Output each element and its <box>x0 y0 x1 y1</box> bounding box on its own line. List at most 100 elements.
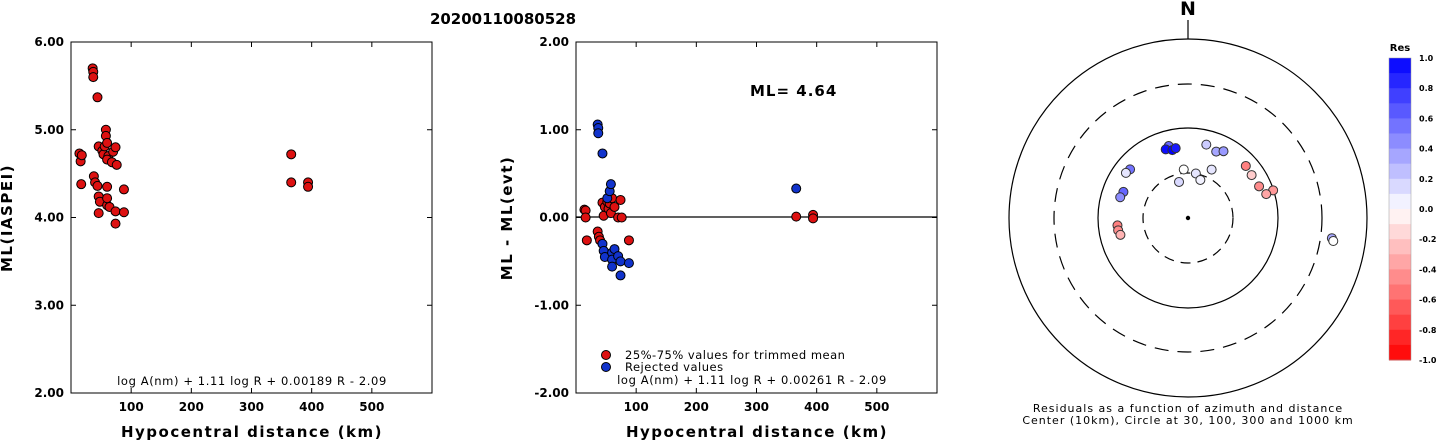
colorbar-cell <box>1389 224 1411 240</box>
ml-point <box>111 159 122 170</box>
colorbar-cell <box>1389 103 1411 119</box>
y-tick-label: 6.00 <box>34 35 64 49</box>
colorbar-cells <box>1389 58 1411 361</box>
y-tick-label: 5.00 <box>34 123 64 137</box>
ml-x-axis-label: Hypocentral distance (km) <box>121 423 383 441</box>
x-tick-label: 300 <box>239 400 264 414</box>
ring-1000km <box>1008 38 1368 398</box>
station-marker <box>1240 160 1251 171</box>
x-tick-label: 200 <box>684 400 709 414</box>
colorbar-cell <box>1389 344 1411 361</box>
y-tick-label: 3.00 <box>34 298 64 312</box>
ml-x-ticks: 100 200 300 400 500 <box>119 42 384 414</box>
ml-plot-frame <box>70 41 433 394</box>
x-tick-label: 500 <box>359 400 384 414</box>
station-marker <box>1115 229 1126 240</box>
residual-y-ticks: -2.00 -1.00 0.00 1.00 2.00 <box>534 35 937 400</box>
ring-300km <box>1053 83 1323 353</box>
colorbar-cell <box>1389 239 1411 255</box>
residual-point <box>808 213 819 224</box>
residual-vs-distance-chart: -2.00 -1.00 0.00 1.00 2.00 100 200 300 400 500 M… <box>498 35 938 441</box>
residual-points <box>579 119 819 281</box>
residual-x-axis-label: Hypocentral distance (km) <box>626 423 888 441</box>
colorbar-tick-label: 0.2 <box>1419 175 1433 184</box>
residual-point <box>593 128 604 139</box>
y-tick-label: 2.00 <box>539 35 569 49</box>
station-marker <box>1170 143 1181 154</box>
colorbar-tick-label: -1.0 <box>1419 356 1437 365</box>
residual-point <box>581 235 592 246</box>
ring-100km <box>1097 127 1279 309</box>
residual-point <box>616 212 627 223</box>
colorbar-cell <box>1389 284 1411 301</box>
residual-point <box>605 179 616 190</box>
residual-point <box>615 256 626 267</box>
residual-point <box>791 183 802 194</box>
station-marker <box>1195 174 1206 185</box>
legend-label-trimmed: 25%-75% values for trimmed mean <box>625 348 845 362</box>
ml-point <box>92 180 103 191</box>
ml-point <box>110 142 121 153</box>
residual-point <box>615 194 626 205</box>
y-tick-label: 0.00 <box>539 211 569 225</box>
colorbar-cell <box>1389 88 1411 104</box>
colorbar-cell <box>1389 58 1411 74</box>
x-tick-label: 100 <box>119 400 144 414</box>
x-tick-label: 400 <box>804 400 829 414</box>
station-marker <box>1261 189 1272 200</box>
y-tick-label: -1.00 <box>534 298 569 312</box>
residual-colorbar: Res 1.0 0.8 0.6 0.4 0.2 0.0 -0.2 -0.4 -0.6 -0.8 -1… <box>1388 43 1437 365</box>
ml-point <box>286 177 297 188</box>
ml-formula: log A(nm) + 1.11 log R + 0.00189 R - 2.0… <box>117 374 387 388</box>
ml-point <box>110 218 121 229</box>
y-tick-label: 2.00 <box>34 386 64 400</box>
colorbar-cell <box>1389 73 1411 89</box>
colorbar-cell <box>1389 193 1411 210</box>
ml-point <box>118 207 129 218</box>
residual-point <box>623 258 634 269</box>
colorbar-tick-label: -0.4 <box>1419 265 1437 274</box>
colorbar-frame <box>1388 57 1412 361</box>
ml-point <box>110 206 121 217</box>
colorbar-tick-label: -0.2 <box>1419 235 1437 244</box>
colorbar-tick-label: 0.4 <box>1419 145 1434 154</box>
colorbar-tick-label: -0.6 <box>1419 296 1437 305</box>
station-markers <box>1112 139 1339 247</box>
colorbar-tick-label: 0.0 <box>1419 205 1434 214</box>
ml-point <box>102 137 113 148</box>
legend-marker-rejected <box>601 362 611 372</box>
residual-y-axis-label: ML - ML(evt) <box>498 156 516 280</box>
event-magnitude-label: ML= 4.64 <box>750 82 837 100</box>
station-marker <box>1328 236 1339 247</box>
station-marker <box>1218 146 1229 157</box>
ml-point <box>303 181 314 192</box>
residual-x-ticks: 100 200 300 400 500 <box>624 42 889 414</box>
colorbar-cell <box>1389 163 1411 180</box>
colorbar-cell <box>1389 299 1411 316</box>
y-tick-label: -2.00 <box>534 386 569 400</box>
ml-y-ticks: 2.00 3.00 4.00 5.00 6.00 <box>34 35 432 400</box>
station-marker <box>1115 192 1126 203</box>
colorbar-cell <box>1389 148 1411 165</box>
ml-point <box>102 193 113 204</box>
x-tick-label: 500 <box>864 400 889 414</box>
north-label: N <box>1180 0 1196 20</box>
station-marker <box>1174 176 1185 187</box>
station-marker <box>1120 167 1131 178</box>
residual-point <box>580 212 591 223</box>
ml-point <box>286 149 297 160</box>
ml-point <box>88 72 99 83</box>
station-marker <box>1206 164 1217 175</box>
map-caption-line1: Residuals as a function of azimuth and d… <box>1033 402 1343 415</box>
residual-formula: log A(nm) + 1.11 log R + 0.00261 R - 2.0… <box>617 373 887 387</box>
legend-marker-trimmed <box>601 350 611 360</box>
y-tick-label: 1.00 <box>539 123 569 137</box>
colorbar-title: Res <box>1390 43 1410 54</box>
station-marker <box>1246 170 1257 181</box>
colorbar-cell <box>1389 118 1411 134</box>
station-marker <box>1254 181 1265 192</box>
colorbar-cell <box>1389 209 1411 225</box>
ml-y-axis-label: ML(IASPEI) <box>0 164 16 272</box>
station-marker <box>1178 164 1189 175</box>
